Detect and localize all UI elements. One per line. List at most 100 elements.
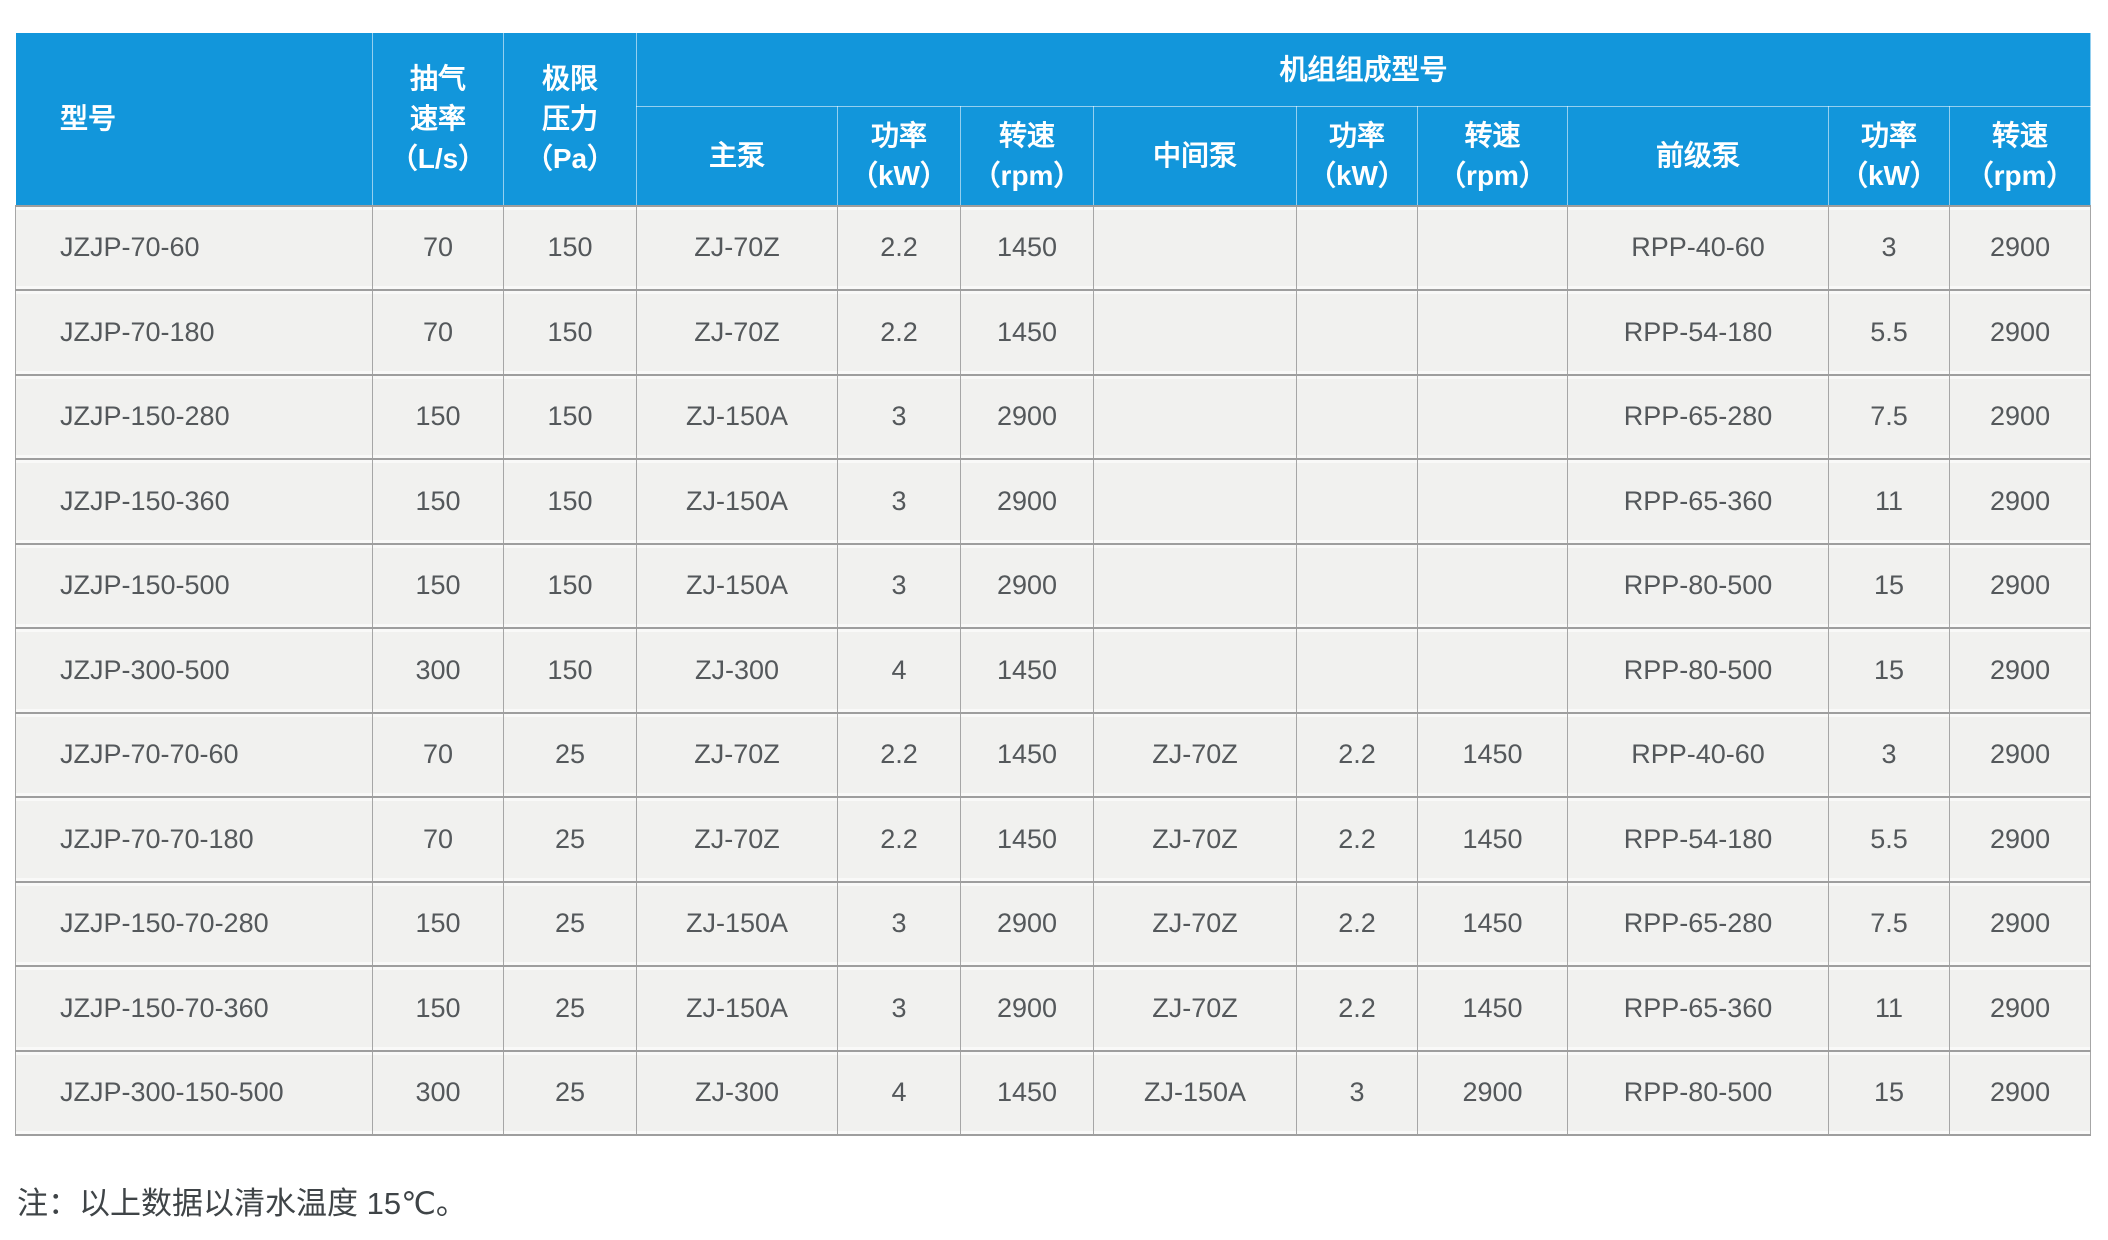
table-cell: 3	[837, 458, 961, 544]
table-cell: ZJ-300	[636, 1049, 838, 1136]
table-cell: 2900	[1948, 542, 2092, 629]
model-cell: JZJP-70-180	[15, 289, 373, 375]
table-cell: 11	[1828, 965, 1950, 1051]
table-cell: ZJ-70Z	[636, 204, 838, 291]
table-cell	[1417, 458, 1568, 544]
table-cell: 2900	[960, 458, 1094, 544]
table-cell: RPP-80-500	[1567, 1049, 1829, 1136]
table-cell	[1296, 458, 1418, 544]
table-cell: 150	[503, 627, 637, 713]
table-cell: 150	[372, 542, 504, 629]
table-note: 注：以上数据以清水温度 15℃。	[17, 1186, 467, 1221]
table-cell: ZJ-150A	[636, 880, 838, 967]
table-cell: 1450	[960, 1049, 1094, 1136]
table-cell: 300	[372, 1049, 504, 1136]
table-cell: 150	[503, 289, 637, 375]
table-cell: RPP-65-360	[1567, 965, 1829, 1051]
table-cell: 2900	[1948, 796, 2092, 882]
table-cell	[1417, 627, 1568, 713]
table-cell: 2900	[960, 542, 1094, 629]
model-cell: JZJP-70-60	[15, 204, 373, 291]
table-cell: 2.2	[1296, 796, 1418, 882]
table-cell: 3	[837, 542, 961, 629]
col-header-model: 型号	[15, 32, 373, 206]
table-cell: 150	[372, 458, 504, 544]
table-body: JZJP-70-60 70 150 ZJ-70Z 2.2 1450 RPP-40-60 3 29…	[15, 204, 2092, 1136]
table-cell: 2900	[1948, 711, 2092, 798]
table-cell	[1093, 458, 1297, 544]
table-cell: 25	[503, 1049, 637, 1136]
table-row: JZJP-70-180 70 150 ZJ-70Z 2.2 1450 RPP-54-180 5…	[15, 289, 2092, 375]
col-header-middle-pump: 中间泵	[1093, 106, 1297, 206]
table-cell: 150	[372, 880, 504, 967]
col-header-ultimate-pressure: 极限 压力 （Pa）	[503, 32, 637, 206]
table-cell: 5.5	[1828, 796, 1950, 882]
table-cell: 25	[503, 711, 637, 798]
table-cell	[1296, 373, 1418, 460]
table-cell	[1417, 289, 1568, 375]
table-cell: 150	[372, 373, 504, 460]
header-row-group: 型号 抽气 速率 （L/s） 极限 压力 （Pa） 机组组成型号	[15, 32, 2092, 206]
table-cell: 1450	[960, 627, 1094, 713]
table-cell	[1296, 627, 1418, 713]
table-cell: 1450	[960, 204, 1094, 291]
table-cell: 2900	[1948, 880, 2092, 967]
table-cell	[1417, 204, 1568, 291]
table-cell: 25	[503, 965, 637, 1051]
table-cell: 2900	[1948, 965, 2092, 1051]
table-row: JZJP-300-150-500 300 25 ZJ-300 4 1450 ZJ-150A 3…	[15, 1049, 2092, 1136]
table-cell: 2.2	[1296, 965, 1418, 1051]
table-cell: 2.2	[837, 204, 961, 291]
table-row: JZJP-150-70-280 150 25 ZJ-150A 3 2900 ZJ-70Z 2.…	[15, 880, 2092, 967]
model-cell: JZJP-150-70-280	[15, 880, 373, 967]
table-cell: 3	[837, 965, 961, 1051]
table-cell: 70	[372, 796, 504, 882]
table-cell: ZJ-150A	[636, 373, 838, 460]
table-cell: ZJ-70Z	[1093, 880, 1297, 967]
table-cell: 70	[372, 289, 504, 375]
model-cell: JZJP-70-70-60	[15, 711, 373, 798]
table-cell: ZJ-70Z	[636, 289, 838, 375]
table-cell: 150	[372, 965, 504, 1051]
col-header-pumping-speed: 抽气 速率 （L/s）	[372, 32, 504, 206]
table-cell: RPP-54-180	[1567, 796, 1829, 882]
table-cell: 150	[503, 373, 637, 460]
table-cell: 15	[1828, 1049, 1950, 1136]
table-cell: ZJ-70Z	[1093, 965, 1297, 1051]
table-cell: 1450	[1417, 711, 1568, 798]
table-cell: ZJ-70Z	[636, 796, 838, 882]
col-header-main-pump: 主泵	[636, 106, 838, 206]
table-cell: 7.5	[1828, 880, 1950, 967]
table-header: 型号 抽气 速率 （L/s） 极限 压力 （Pa） 机组组成型号 主泵 功率 （…	[15, 32, 2092, 206]
model-cell: JZJP-300-500	[15, 627, 373, 713]
table-cell	[1093, 373, 1297, 460]
col-header-unit-composition: 机组组成型号	[635, 32, 2092, 107]
col-header-main-speed: 转速 （rpm）	[960, 106, 1094, 206]
col-header-middle-power: 功率 （kW）	[1296, 106, 1418, 206]
table-cell: 15	[1828, 627, 1950, 713]
table-cell: RPP-80-500	[1567, 542, 1829, 629]
table-row: JZJP-150-360 150 150 ZJ-150A 3 2900 RPP-65-360…	[15, 458, 2092, 544]
table-cell: 70	[372, 711, 504, 798]
table-cell: 4	[837, 627, 961, 713]
table-cell: 1450	[960, 711, 1094, 798]
table-cell	[1417, 373, 1568, 460]
table-cell: ZJ-150A	[1093, 1049, 1297, 1136]
table-cell: 4	[837, 1049, 961, 1136]
table-row: JZJP-70-60 70 150 ZJ-70Z 2.2 1450 RPP-40-60 3 29…	[15, 204, 2092, 291]
col-header-main-power: 功率 （kW）	[837, 106, 961, 206]
table-cell: ZJ-70Z	[636, 711, 838, 798]
table-cell: 7.5	[1828, 373, 1950, 460]
table-cell: 2900	[960, 965, 1094, 1051]
table-cell: 11	[1828, 458, 1950, 544]
table-cell: 1450	[1417, 880, 1568, 967]
table-cell: 25	[503, 880, 637, 967]
table-cell: ZJ-70Z	[1093, 796, 1297, 882]
table-cell: 2900	[1948, 289, 2092, 375]
table-cell: 2900	[1948, 627, 2092, 713]
pump-unit-spec-table: 型号 抽气 速率 （L/s） 极限 压力 （Pa） 机组组成型号 主泵 功率 （…	[15, 32, 2092, 1136]
table-cell: 2.2	[837, 289, 961, 375]
table-cell: ZJ-300	[636, 627, 838, 713]
table-cell: 25	[503, 796, 637, 882]
